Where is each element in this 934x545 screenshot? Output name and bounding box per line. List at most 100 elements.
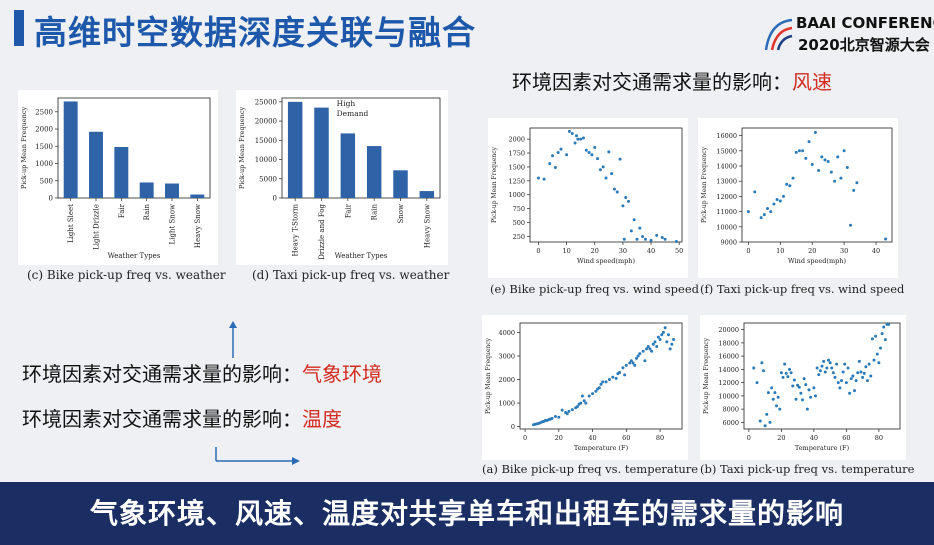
y-tick-label: 500	[40, 177, 53, 185]
chart-panel-b: 6000 8000 10000 12000 14000 16000 18000 20000 Pi…	[700, 315, 906, 460]
data-point	[823, 158, 827, 162]
annotation-text: Demand	[337, 109, 369, 118]
data-point	[875, 352, 879, 356]
y-axis-label: Pick-up Mean Frequency	[20, 107, 28, 190]
x-tick-label: Light Snow	[169, 204, 177, 244]
y-tick-label: 11000	[716, 208, 737, 216]
data-point	[661, 330, 665, 334]
data-point	[557, 415, 561, 419]
data-point	[574, 134, 578, 138]
data-point	[779, 371, 783, 375]
x-tick-label: Fair	[118, 203, 126, 218]
data-point	[553, 415, 557, 419]
y-tick-label: 20000	[718, 326, 739, 334]
heading-weather: 环境因素对交通需求量的影响：气象环境	[22, 358, 382, 387]
data-point	[759, 216, 763, 220]
data-point	[801, 398, 804, 402]
data-point	[883, 338, 887, 342]
data-point	[766, 207, 770, 211]
y-tick-label: 2000	[508, 136, 525, 144]
y-tick-label: 2000	[35, 126, 53, 134]
data-point	[597, 386, 601, 390]
data-point	[650, 349, 654, 353]
data-point	[618, 370, 622, 374]
data-point	[649, 238, 653, 242]
data-point	[833, 375, 837, 379]
bar-heavy-snow	[419, 191, 435, 198]
data-point	[633, 363, 637, 367]
data-point	[655, 233, 659, 237]
data-point	[660, 236, 664, 240]
data-point	[638, 226, 642, 230]
y-tick-label: 25000	[255, 98, 277, 106]
y-tick-label: 1000	[508, 191, 525, 199]
data-point	[862, 371, 866, 375]
x-axis-label: Wind speed(mph)	[577, 257, 635, 265]
x-tick-label: 60	[622, 434, 630, 442]
data-point	[651, 342, 655, 346]
data-point	[584, 148, 588, 152]
data-point	[758, 419, 762, 423]
chart-panel-e: 250 500 750 1000 1250 1500 1750 2000 Pick-up Mea…	[488, 118, 688, 278]
y-tick-label: 10000	[716, 223, 737, 231]
bike-weather-bar-chart: 0 500 1000 1500 2000 2500 Pick-up Mean Frequen…	[20, 97, 211, 260]
data-point	[789, 371, 793, 375]
y-tick-label: 6000	[722, 419, 739, 427]
y-tick-label: 10000	[255, 156, 277, 164]
data-point	[805, 407, 809, 411]
y-axis-label: Pick-up Mean Frequency	[703, 337, 710, 414]
data-point	[663, 237, 667, 241]
data-point	[855, 181, 859, 185]
data-point	[645, 347, 649, 351]
data-point	[799, 391, 803, 395]
data-point	[570, 408, 574, 412]
data-point	[653, 340, 657, 344]
data-point	[770, 386, 774, 390]
plot-frame	[57, 97, 211, 199]
data-point	[835, 362, 839, 366]
title-bar: 高维时空数据深度关联与融合 BAAI CONFERENCE 2020北京智源大会	[0, 0, 934, 58]
data-point	[884, 237, 888, 241]
data-point	[624, 196, 628, 200]
data-point	[762, 369, 765, 373]
bar-light-snow	[165, 183, 179, 198]
data-point	[575, 405, 579, 409]
x-tick-label: 40	[872, 247, 880, 255]
data-point	[635, 237, 639, 241]
data-point	[560, 408, 564, 412]
data-point	[815, 366, 819, 370]
data-point	[781, 375, 785, 379]
data-point	[590, 153, 594, 157]
data-point	[825, 366, 829, 370]
data-point	[802, 377, 806, 381]
conference-logo: BAAI CONFERENCE 2020北京智源大会	[762, 12, 934, 56]
data-point	[820, 155, 824, 159]
data-point	[638, 352, 642, 356]
data-point	[587, 150, 591, 154]
y-tick-label: 12000	[716, 193, 737, 201]
bar-rain	[366, 146, 382, 198]
y-tick-label: 3000	[498, 352, 515, 360]
logo-line-1: BAAI CONFERENCE	[796, 14, 934, 32]
bar-fair	[340, 133, 356, 198]
data-point	[636, 354, 640, 358]
y-tick-label: 1500	[35, 143, 53, 151]
y-tick-label: 14000	[718, 366, 739, 374]
data-point	[869, 374, 873, 378]
y-tick-label: 8000	[722, 406, 739, 414]
x-tick-label: 20	[777, 434, 785, 442]
data-point	[632, 218, 636, 222]
data-point	[807, 388, 811, 392]
data-point	[785, 182, 789, 186]
data-point	[801, 149, 805, 153]
x-axis-label: Weather Types	[335, 252, 388, 260]
data-point	[753, 190, 757, 194]
x-tick-label: 40	[647, 247, 655, 255]
caption-a: (a) Bike pick-up freq vs. temperature	[482, 462, 699, 476]
data-point	[797, 149, 801, 153]
caption-c: (c) Bike pick-up freq vs. weather	[27, 268, 226, 282]
x-axis-label: Temperature (F)	[795, 444, 850, 452]
taxi-wind-scatter: 9000 10000 11000 12000 13000 14000 15000 16000 P…	[701, 127, 893, 265]
data-point	[807, 140, 811, 144]
data-point	[629, 229, 633, 233]
